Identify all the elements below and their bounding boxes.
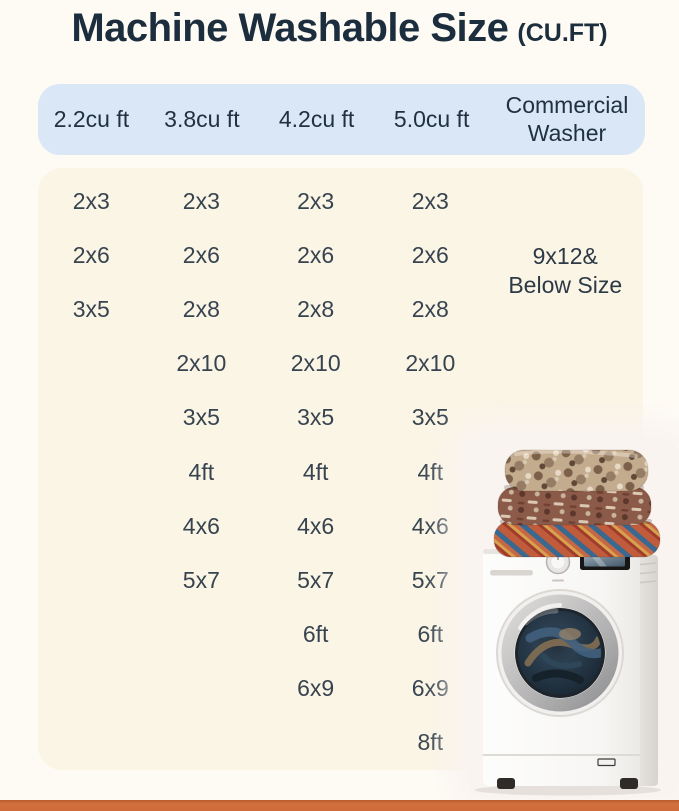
- washer-door: [496, 589, 624, 717]
- rug-stack: [493, 449, 661, 558]
- column-header-2-2cuft: 2.2cu ft: [53, 105, 130, 132]
- size-cell: 6x9: [411, 675, 449, 702]
- size-cell: 2x6: [411, 241, 449, 268]
- size-cell: 2x6: [182, 241, 220, 268]
- size-cell: 2x10: [405, 350, 456, 377]
- commercial-note-line-2: Below Size: [508, 272, 623, 298]
- size-cell: 2x3: [72, 187, 110, 214]
- size-cell: 2x8: [297, 295, 335, 322]
- display-screen: [584, 554, 625, 567]
- size-cell: 3x5: [182, 404, 220, 431]
- rug-folded-beige: [504, 449, 649, 492]
- washer-photo: [468, 438, 679, 798]
- commercial-note-line-1: 9x12&: [532, 243, 598, 269]
- title-unit: (CU.FT): [517, 19, 608, 47]
- title-text: Machine Washable Size: [71, 6, 509, 50]
- size-cell: 4ft: [417, 458, 444, 485]
- size-column-5-0cuft: 2x3 2x6 2x8 2x10 3x5 4ft 4x6 5x7 6ft 6x9 8ft: [373, 174, 487, 770]
- size-cell: 6x9: [297, 675, 335, 702]
- column-header-3-8cuft: 3.8cu ft: [164, 105, 240, 132]
- size-cell: 6ft: [302, 621, 329, 648]
- size-cell: 2x6: [297, 241, 335, 268]
- service-latch: [597, 758, 616, 767]
- washer-shadow: [475, 784, 661, 796]
- size-cell: 4x6: [411, 512, 449, 539]
- size-cell: 2x10: [176, 350, 227, 377]
- washer-illustration: [475, 449, 661, 796]
- size-cell: 4ft: [188, 458, 215, 485]
- size-cell: 5x7: [297, 566, 335, 593]
- size-cell: 2x10: [290, 350, 341, 377]
- page-title: Machine Washable Size (CU.FT): [0, 6, 679, 51]
- washing-machine: [483, 549, 658, 789]
- column-header-commercial: Commercial Washer: [505, 91, 629, 146]
- column-header-5-0cuft: 5.0cu ft: [393, 105, 470, 132]
- size-column-4-2cuft: 2x3 2x6 2x8 2x10 3x5 4ft 4x6 5x7 6ft 6x9: [258, 174, 373, 770]
- washer-foot-left: [497, 778, 515, 789]
- size-cell: 8ft: [417, 729, 444, 756]
- size-cell: 2x6: [72, 241, 110, 268]
- size-cell: 2x3: [297, 187, 335, 214]
- column-header-4-2cuft: 4.2cu ft: [278, 105, 355, 132]
- size-cell: 2x3: [182, 187, 220, 214]
- size-cell: 4ft: [302, 458, 329, 485]
- size-cell: 3x5: [411, 404, 449, 431]
- commercial-note: 9x12& Below Size: [487, 242, 642, 300]
- size-cell: 6ft: [417, 621, 444, 648]
- size-cell: 4x6: [182, 512, 220, 539]
- size-cell: 4x6: [297, 512, 335, 539]
- rug-inside-door: [524, 627, 601, 684]
- washer-foot-right: [620, 778, 638, 789]
- size-column-3-8cuft: 2x3 2x6 2x8 2x10 3x5 4ft 4x6 5x7: [144, 174, 258, 770]
- size-cell: 2x8: [182, 295, 220, 322]
- rug-folded-orange: [493, 520, 661, 558]
- size-cell: 3x5: [72, 295, 110, 322]
- size-cell: 5x7: [182, 566, 220, 593]
- size-cell: 5x7: [411, 566, 449, 593]
- rug-folded-brown: [497, 486, 652, 526]
- brand-mark: [552, 579, 564, 582]
- bottom-accent-bar: [0, 800, 679, 811]
- capacity-header-bar: 2.2cu ft 3.8cu ft 4.2cu ft 5.0cu ft Comm…: [38, 84, 645, 155]
- commercial-column: 9x12& Below Size: [487, 174, 642, 770]
- size-cell: 2x8: [411, 295, 449, 322]
- detergent-drawer-handle: [490, 570, 533, 576]
- door-ring: [501, 594, 619, 712]
- size-cell: 2x3: [411, 187, 449, 214]
- size-cell: 3x5: [297, 404, 335, 431]
- size-column-2-2cuft: 2x3 2x6 3x5: [38, 174, 144, 770]
